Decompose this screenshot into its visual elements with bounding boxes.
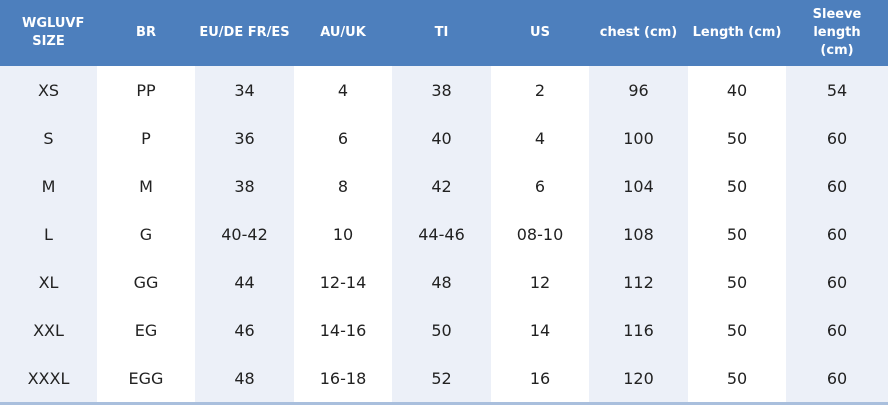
cell-size: XL — [0, 258, 97, 306]
cell-sleeve: 54 — [786, 66, 888, 114]
cell-size: L — [0, 210, 97, 258]
cell-br: P — [97, 114, 195, 162]
header-cell-br: BR — [97, 0, 195, 66]
header-cell-chest: chest (cm) — [589, 0, 688, 66]
cell-sleeve: 60 — [786, 258, 888, 306]
header-cell-eu: EU/DE FR/ES — [195, 0, 294, 66]
cell-br: M — [97, 162, 195, 210]
cell-br: GG — [97, 258, 195, 306]
table-body: XS PP 34 4 38 2 96 40 54 S P 36 6 40 4 100 50 60 M M 38 8 42 6 1… — [0, 66, 888, 402]
cell-eu: 40-42 — [195, 210, 294, 258]
table-row: L G 40-42 10 44-46 08-10 108 50 60 — [0, 210, 888, 258]
cell-ti: 40 — [392, 114, 491, 162]
table-row: XXL EG 46 14-16 50 14 116 50 60 — [0, 306, 888, 354]
cell-ti: 48 — [392, 258, 491, 306]
cell-chest: 116 — [589, 306, 688, 354]
cell-length: 50 — [688, 162, 786, 210]
cell-ti: 50 — [392, 306, 491, 354]
cell-eu: 46 — [195, 306, 294, 354]
cell-size: XXXL — [0, 354, 97, 402]
cell-us: 12 — [491, 258, 589, 306]
bottom-divider — [0, 402, 888, 405]
cell-au-uk: 10 — [294, 210, 392, 258]
cell-us: 16 — [491, 354, 589, 402]
cell-br: EG — [97, 306, 195, 354]
table-row: S P 36 6 40 4 100 50 60 — [0, 114, 888, 162]
cell-eu: 48 — [195, 354, 294, 402]
header-cell-us: US — [491, 0, 589, 66]
cell-size: XXL — [0, 306, 97, 354]
cell-ti: 38 — [392, 66, 491, 114]
cell-chest: 120 — [589, 354, 688, 402]
cell-us: 6 — [491, 162, 589, 210]
cell-ti: 44-46 — [392, 210, 491, 258]
cell-sleeve: 60 — [786, 162, 888, 210]
cell-length: 50 — [688, 354, 786, 402]
cell-us: 14 — [491, 306, 589, 354]
cell-length: 40 — [688, 66, 786, 114]
header-cell-length: Length (cm) — [688, 0, 786, 66]
cell-sleeve: 60 — [786, 114, 888, 162]
cell-br: EGG — [97, 354, 195, 402]
table-row: XS PP 34 4 38 2 96 40 54 — [0, 66, 888, 114]
cell-us: 08-10 — [491, 210, 589, 258]
cell-br: PP — [97, 66, 195, 114]
header-cell-ti: TI — [392, 0, 491, 66]
cell-ti: 42 — [392, 162, 491, 210]
cell-us: 2 — [491, 66, 589, 114]
cell-size: S — [0, 114, 97, 162]
table-row: M M 38 8 42 6 104 50 60 — [0, 162, 888, 210]
header-cell-sleeve: Sleeve length (cm) — [786, 0, 888, 66]
cell-length: 50 — [688, 210, 786, 258]
cell-chest: 100 — [589, 114, 688, 162]
cell-us: 4 — [491, 114, 589, 162]
cell-sleeve: 60 — [786, 354, 888, 402]
cell-chest: 104 — [589, 162, 688, 210]
cell-ti: 52 — [392, 354, 491, 402]
cell-chest: 112 — [589, 258, 688, 306]
header-cell-au-uk: AU/UK — [294, 0, 392, 66]
cell-size: M — [0, 162, 97, 210]
table-row: XL GG 44 12-14 48 12 112 50 60 — [0, 258, 888, 306]
cell-length: 50 — [688, 258, 786, 306]
header-cell-size: WGLUVF SIZE — [0, 0, 97, 66]
cell-eu: 34 — [195, 66, 294, 114]
table-row: XXXL EGG 48 16-18 52 16 120 50 60 — [0, 354, 888, 402]
header-row: WGLUVF SIZE BR EU/DE FR/ES AU/UK TI US c… — [0, 0, 888, 66]
cell-size: XS — [0, 66, 97, 114]
cell-eu: 38 — [195, 162, 294, 210]
cell-au-uk: 14-16 — [294, 306, 392, 354]
cell-br: G — [97, 210, 195, 258]
cell-au-uk: 6 — [294, 114, 392, 162]
cell-length: 50 — [688, 114, 786, 162]
cell-eu: 44 — [195, 258, 294, 306]
cell-au-uk: 16-18 — [294, 354, 392, 402]
cell-au-uk: 4 — [294, 66, 392, 114]
cell-sleeve: 60 — [786, 306, 888, 354]
cell-length: 50 — [688, 306, 786, 354]
cell-chest: 108 — [589, 210, 688, 258]
cell-chest: 96 — [589, 66, 688, 114]
cell-au-uk: 8 — [294, 162, 392, 210]
cell-eu: 36 — [195, 114, 294, 162]
cell-sleeve: 60 — [786, 210, 888, 258]
cell-au-uk: 12-14 — [294, 258, 392, 306]
